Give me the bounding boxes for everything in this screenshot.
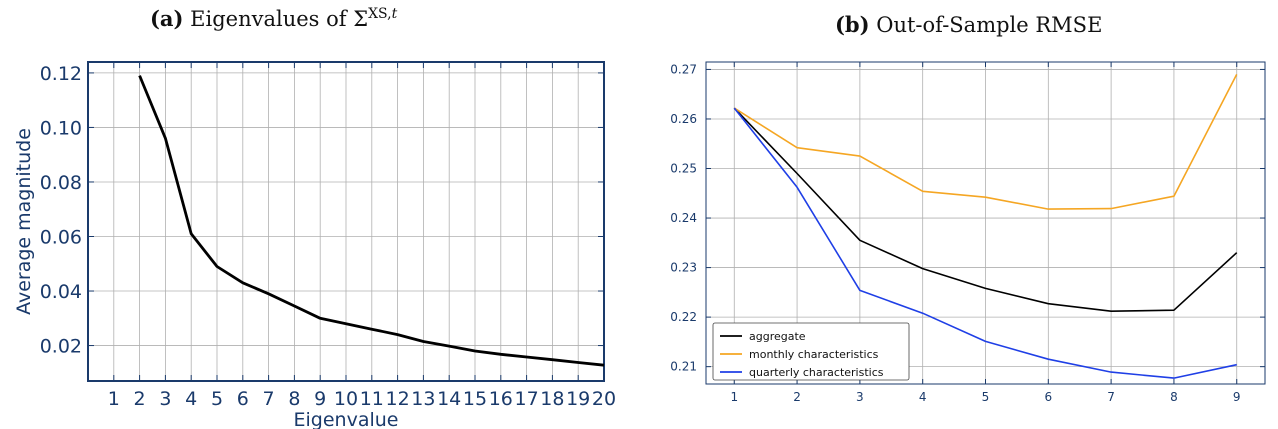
- y-tick-label: 0.02: [40, 336, 82, 358]
- x-tick-label: 1: [108, 388, 120, 410]
- legend-label-1: aggregate: [749, 330, 806, 343]
- panel-a-title: (a) Eigenvalues of ΣXS,t: [150, 6, 398, 31]
- y-axis-label: Average magnitude: [13, 128, 35, 315]
- y-tick-label: 0.27: [670, 62, 697, 76]
- x-tick-label: 7: [1107, 390, 1115, 404]
- x-tick-label: 1: [730, 390, 738, 404]
- chart-eigenvalues: 1 2 3 4 5 6 7 8 9 10 11 12 13 14 15 16 17 18 19 200.020.040…: [13, 61, 616, 429]
- panel-b-title: (b) Out-of-Sample RMSE: [835, 12, 1103, 37]
- x-tick-label: 8: [1170, 390, 1178, 404]
- x-tick-label: 5: [211, 388, 223, 410]
- y-tick-label: 0.06: [40, 226, 82, 248]
- y-tick-label: 0.04: [40, 281, 82, 303]
- x-tick-label: 9: [314, 388, 326, 410]
- legend-box: [712, 322, 910, 381]
- x-tick-label: 10: [334, 388, 358, 410]
- x-tick-label: 16: [489, 388, 513, 410]
- x-tick-label: 7: [263, 388, 275, 410]
- y-tick-label: 0.25: [670, 162, 697, 176]
- x-tick-label: 17: [515, 388, 539, 410]
- series-line-1: [733, 107, 1238, 313]
- x-tick-label: 6: [237, 388, 249, 410]
- x-tick-label: 2: [793, 390, 801, 404]
- x-tick-label: 5: [982, 390, 990, 404]
- x-tick-label: 3: [856, 390, 864, 404]
- y-tick-label: 0.26: [670, 112, 697, 126]
- y-tick-label: 0.23: [670, 261, 697, 275]
- x-tick-label: 15: [463, 388, 487, 410]
- y-tick-label: 0.22: [670, 310, 697, 324]
- y-tick-label: 0.08: [40, 172, 82, 194]
- legend-label-2: monthly characteristics: [749, 348, 879, 361]
- y-tick-label: 0.12: [40, 63, 82, 85]
- x-tick-label: 2: [134, 388, 146, 410]
- chart-rmse: 1 2 3 4 5 6 7 8 9 0.21 0.22 0.23 0.24 0.25 0.26 0.27 agg…: [670, 61, 1266, 404]
- x-tick-label: 20: [592, 388, 616, 410]
- legend-label-3: quarterly characteristics: [749, 366, 884, 379]
- x-tick-label: 11: [360, 388, 384, 410]
- x-tick-label: 9: [1233, 390, 1241, 404]
- x-tick-label: 8: [288, 388, 300, 410]
- x-tick-label: 14: [437, 388, 461, 410]
- y-tick-label: 0.21: [670, 360, 697, 374]
- legend: aggregate monthly characteristics quarterl…: [712, 322, 910, 381]
- y-tick-label: 0.10: [40, 117, 82, 139]
- x-tick-label: 4: [185, 388, 197, 410]
- x-axis-label: Eigenvalue: [294, 409, 399, 429]
- x-tick-label: 19: [566, 388, 590, 410]
- x-tick-label: 6: [1044, 390, 1052, 404]
- x-tick-label: 4: [919, 390, 927, 404]
- series-line-2: [733, 74, 1238, 210]
- x-tick-label: 12: [386, 388, 410, 410]
- x-tick-label: 13: [411, 388, 435, 410]
- series-line-1: [138, 75, 605, 367]
- y-tick-label: 0.24: [670, 211, 697, 225]
- x-tick-label: 3: [159, 388, 171, 410]
- series-line-3: [733, 107, 1237, 379]
- x-tick-label: 18: [540, 388, 564, 410]
